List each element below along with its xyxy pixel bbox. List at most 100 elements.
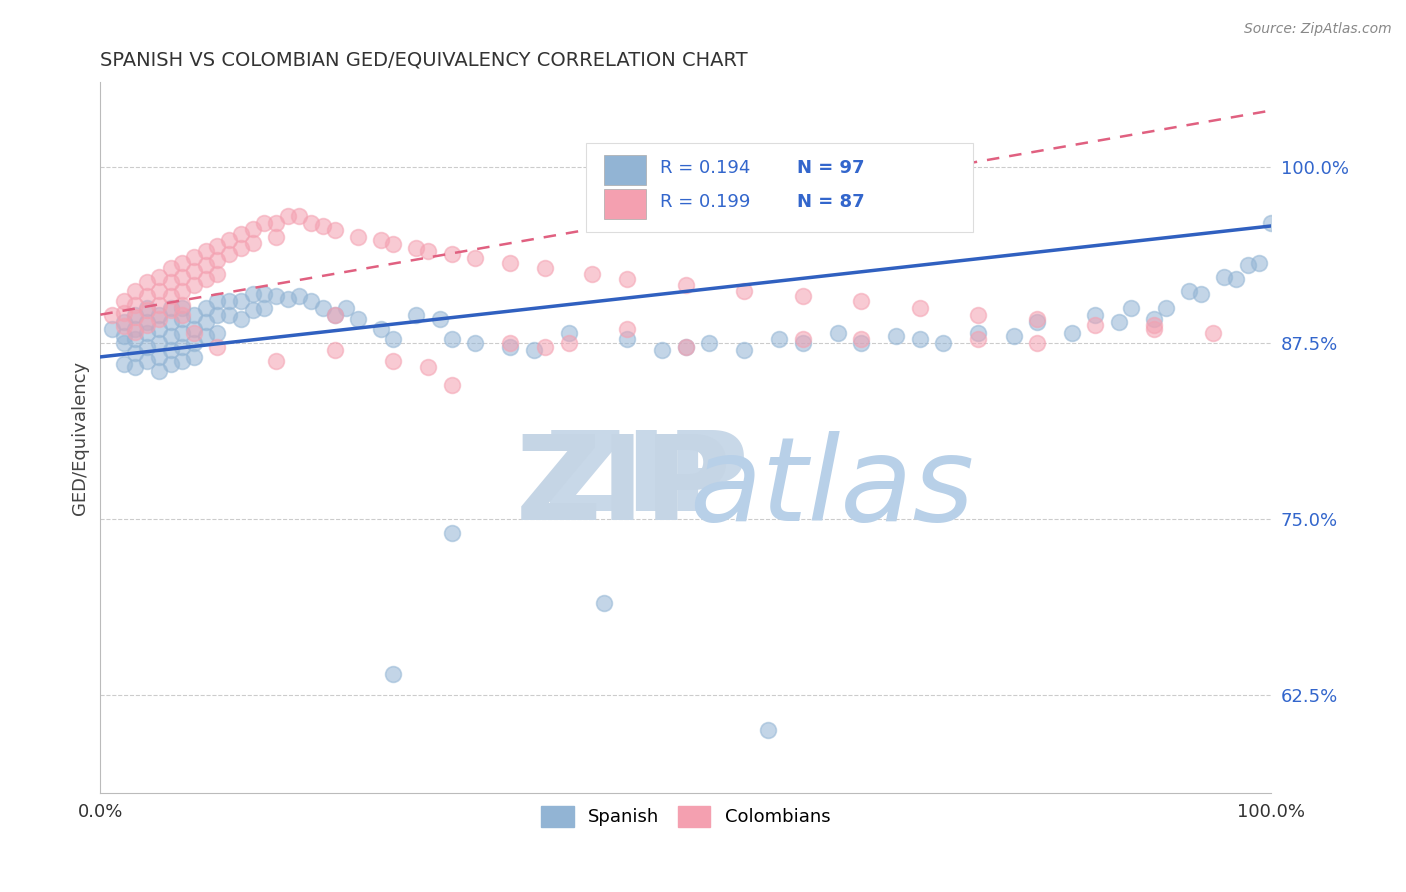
Point — [792, 335, 814, 350]
Point — [229, 242, 252, 256]
Point — [253, 301, 276, 315]
Point — [183, 322, 205, 336]
Point — [183, 308, 205, 322]
Point — [464, 335, 486, 350]
Point — [323, 308, 346, 322]
Point — [299, 293, 322, 308]
Point — [148, 269, 170, 284]
Point — [651, 343, 673, 357]
Point — [172, 354, 194, 368]
Point — [827, 326, 849, 340]
Point — [172, 308, 194, 322]
Point — [382, 237, 405, 252]
Text: R = 0.194: R = 0.194 — [659, 159, 751, 177]
Point — [207, 326, 229, 340]
Point — [264, 289, 287, 303]
Point — [194, 301, 217, 315]
Point — [967, 326, 990, 340]
Point — [733, 284, 755, 298]
Point — [347, 230, 370, 244]
Point — [382, 332, 405, 346]
Point — [440, 525, 463, 540]
Point — [616, 322, 638, 336]
Point — [253, 216, 276, 230]
Point — [253, 286, 276, 301]
Point — [183, 326, 205, 340]
Point — [440, 332, 463, 346]
Point — [616, 332, 638, 346]
Point — [148, 298, 170, 312]
Text: R = 0.199: R = 0.199 — [659, 193, 751, 211]
Point — [159, 303, 181, 318]
Point — [1060, 326, 1083, 340]
Point — [124, 298, 146, 312]
Point — [218, 233, 240, 247]
Point — [183, 250, 205, 264]
Point — [207, 308, 229, 322]
Text: ZIP: ZIP — [516, 430, 733, 545]
Point — [194, 259, 217, 273]
Point — [792, 332, 814, 346]
Point — [440, 247, 463, 261]
Point — [242, 221, 264, 235]
Text: atlas: atlas — [689, 431, 974, 545]
Point — [101, 308, 124, 322]
Point — [288, 209, 311, 223]
Point — [675, 340, 697, 354]
Point — [1084, 318, 1107, 332]
Point — [886, 328, 908, 343]
Point — [382, 354, 405, 368]
Point — [159, 261, 181, 276]
Point — [159, 289, 181, 303]
FancyBboxPatch shape — [603, 189, 645, 219]
Point — [136, 301, 159, 315]
Point — [172, 326, 194, 340]
Point — [124, 310, 146, 325]
Point — [581, 267, 603, 281]
Point — [136, 318, 159, 332]
Text: ZIP: ZIP — [546, 427, 748, 534]
Point — [136, 354, 159, 368]
Point — [124, 345, 146, 359]
Point — [499, 335, 522, 350]
Point — [1026, 315, 1049, 329]
Point — [218, 247, 240, 261]
Point — [1143, 311, 1166, 326]
Point — [792, 289, 814, 303]
Point — [159, 328, 181, 343]
Point — [405, 242, 427, 256]
Point — [136, 340, 159, 354]
Point — [136, 326, 159, 340]
Point — [194, 315, 217, 329]
Point — [229, 293, 252, 308]
Point — [183, 264, 205, 278]
Point — [1108, 315, 1130, 329]
Point — [370, 233, 392, 247]
Point — [136, 303, 159, 318]
Point — [429, 311, 451, 326]
Point — [1026, 311, 1049, 326]
Point — [1213, 269, 1236, 284]
Text: SPANISH VS COLOMBIAN GED/EQUIVALENCY CORRELATION CHART: SPANISH VS COLOMBIAN GED/EQUIVALENCY COR… — [100, 51, 748, 70]
Point — [207, 293, 229, 308]
Point — [851, 293, 873, 308]
Point — [932, 335, 955, 350]
Point — [172, 298, 194, 312]
Point — [1084, 308, 1107, 322]
Point — [312, 219, 335, 233]
Point — [218, 308, 240, 322]
Point — [967, 332, 990, 346]
Point — [136, 275, 159, 289]
Text: N = 97: N = 97 — [797, 159, 865, 177]
Point — [124, 284, 146, 298]
Point — [1201, 326, 1223, 340]
Point — [534, 340, 557, 354]
Point — [172, 269, 194, 284]
Point — [159, 343, 181, 357]
Point — [264, 230, 287, 244]
Point — [499, 340, 522, 354]
Point — [1143, 318, 1166, 332]
Point — [499, 255, 522, 269]
Point — [557, 335, 579, 350]
Point — [172, 255, 194, 269]
